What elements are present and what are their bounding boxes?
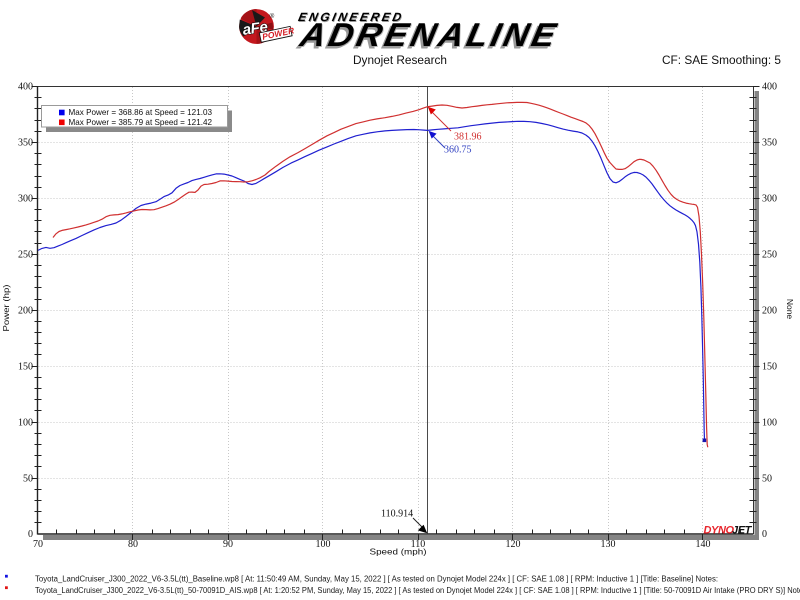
svg-text:400: 400 [762,82,777,93]
svg-text:100: 100 [18,417,33,428]
svg-text:250: 250 [18,250,33,261]
svg-text:150: 150 [762,361,777,372]
svg-text:200: 200 [762,305,777,316]
svg-text:®: ® [270,12,275,20]
svg-text:350: 350 [18,138,33,149]
svg-text:400: 400 [18,82,33,93]
svg-text:JET: JET [732,525,753,537]
svg-text:Dynojet Research: Dynojet Research [353,55,447,67]
svg-text:Max Power = 368.86 at Speed =: Max Power = 368.86 at Speed = 121.03 [69,108,213,117]
svg-text:0: 0 [762,529,767,540]
svg-text:Max Power = 385.79 at Speed =: Max Power = 385.79 at Speed = 121.42 [69,118,213,127]
svg-text:DYNO: DYNO [704,525,735,537]
svg-text:360.75: 360.75 [444,144,472,155]
svg-text:50: 50 [23,473,33,484]
svg-text:110: 110 [411,539,426,550]
svg-text:130: 130 [601,539,616,550]
svg-text:350: 350 [762,138,777,149]
svg-text:Toyota_LandCruiser_J300_2022_V: Toyota_LandCruiser_J300_2022_V6-3.5L(tt)… [35,574,718,583]
svg-text:250: 250 [762,250,777,261]
svg-text:300: 300 [18,194,33,205]
svg-text:90: 90 [223,539,233,550]
svg-text:Speed (mph): Speed (mph) [370,547,427,557]
svg-text:110.914: 110.914 [381,508,413,519]
svg-text:CF: SAE Smoothing: 5: CF: SAE Smoothing: 5 [662,55,781,67]
svg-text:Power (hp): Power (hp) [1,284,11,331]
svg-text:120: 120 [506,539,521,550]
svg-text:381.96: 381.96 [454,132,482,143]
svg-text:50: 50 [762,473,772,484]
svg-text:140: 140 [696,539,711,550]
svg-text:100: 100 [316,539,331,550]
svg-text:None: None [785,299,795,320]
svg-text:Toyota_LandCruiser_J300_2022_V: Toyota_LandCruiser_J300_2022_V6-3.5L(tt)… [35,586,800,595]
svg-text:200: 200 [18,305,33,316]
svg-text:80: 80 [128,539,138,550]
svg-text:300: 300 [762,194,777,205]
svg-text:70: 70 [33,539,43,550]
svg-text:100: 100 [762,417,777,428]
svg-text:150: 150 [18,361,33,372]
svg-text:0: 0 [28,529,33,540]
